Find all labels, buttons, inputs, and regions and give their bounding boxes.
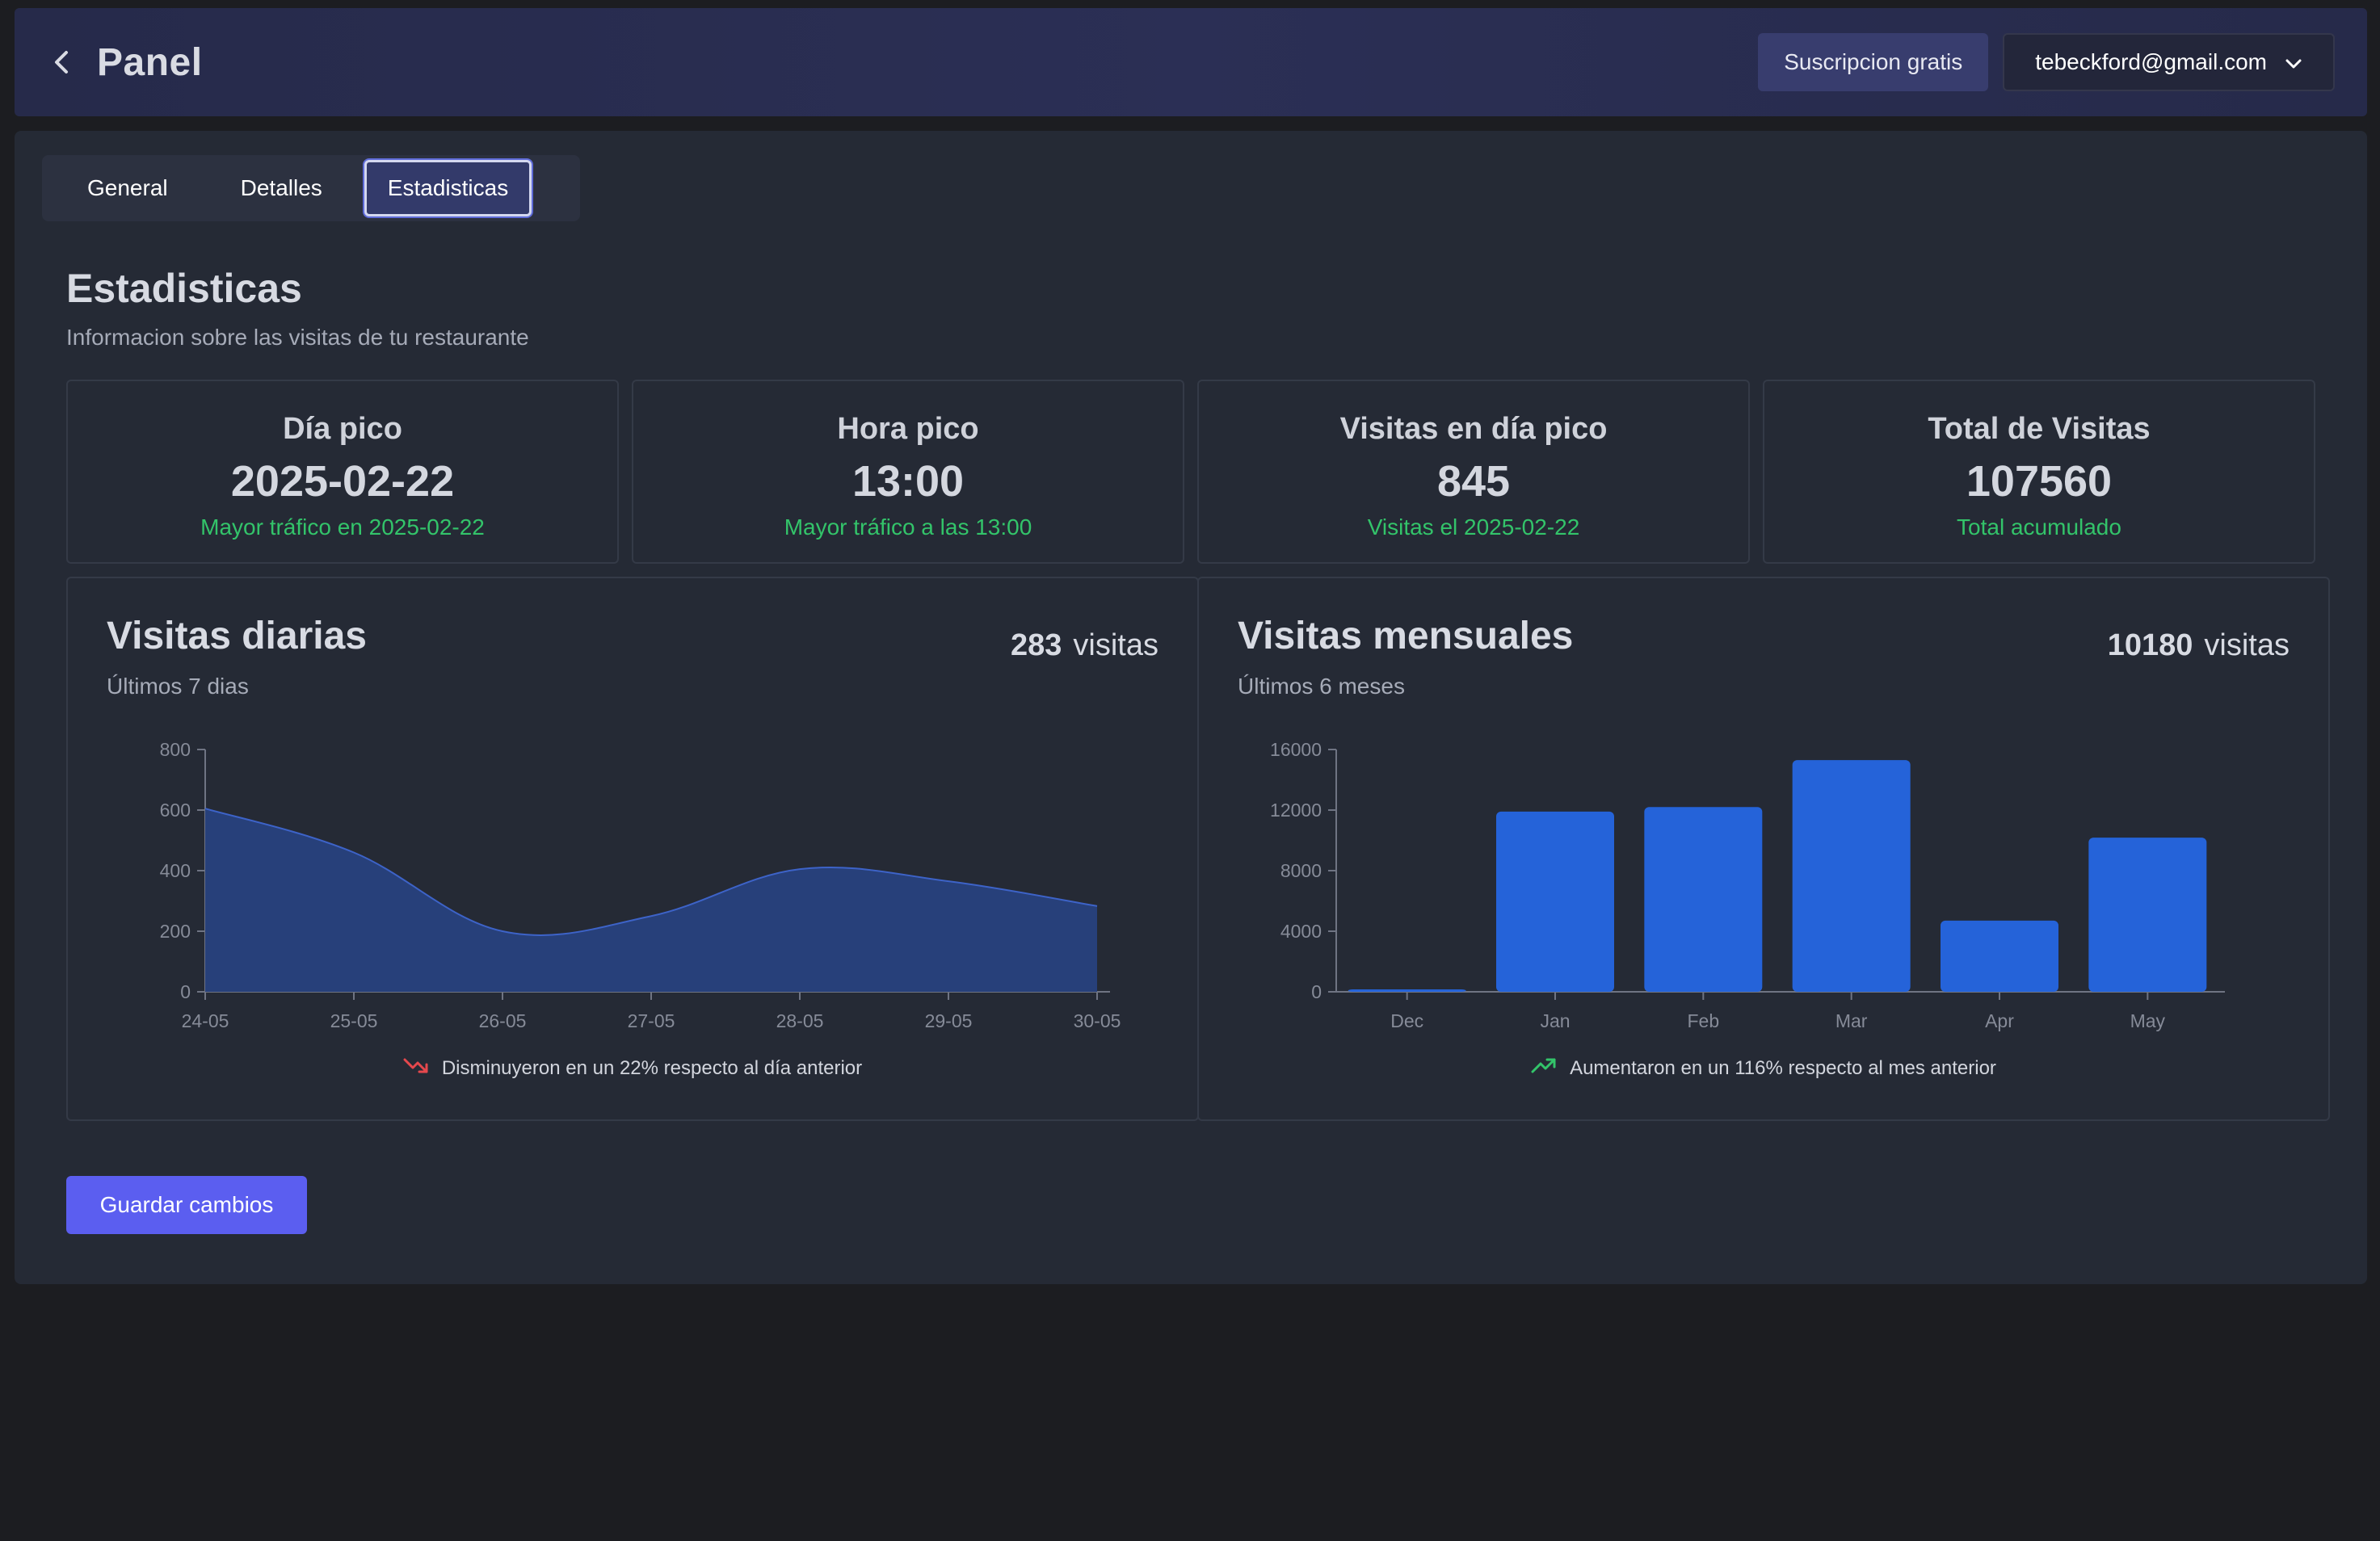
x-tick-label: 27-05	[628, 1010, 675, 1031]
stat-card-total-visits: Total de Visitas 107560 Total acumulado	[1763, 380, 2315, 564]
chart-total: 283 visitas	[1011, 628, 1158, 663]
subscription-button[interactable]: Suscripcion gratis	[1758, 33, 1989, 91]
main-card: General Detalles Estadisticas Estadistic…	[15, 131, 2367, 1284]
tab-estadisticas[interactable]: Estadisticas	[364, 160, 532, 216]
area-fill	[205, 808, 1097, 992]
bar	[1644, 807, 1763, 992]
y-tick-label: 600	[160, 800, 191, 821]
y-tick-label: 8000	[1280, 860, 1322, 881]
chart-subtitle: Últimos 6 meses	[1238, 674, 1405, 699]
bar	[2088, 838, 2207, 992]
y-tick-label: 400	[160, 860, 191, 881]
tab-detalles[interactable]: Detalles	[240, 175, 322, 200]
x-tick-label: 24-05	[182, 1010, 229, 1031]
user-menu-button[interactable]: tebeckford@gmail.com	[2003, 33, 2335, 91]
trend-text: Aumentaron en un 116% respecto al mes an…	[1570, 1056, 1996, 1079]
area-line	[204, 808, 1098, 936]
chart-title: Visitas diarias	[107, 615, 367, 657]
x-tick-label: Dec	[1390, 1010, 1423, 1031]
user-email: tebeckford@gmail.com	[2035, 49, 2267, 74]
section-title: Estadisticas	[66, 266, 302, 311]
chart-footer: Aumentaron en un 116% respecto al mes an…	[1199, 1056, 2328, 1080]
save-button[interactable]: Guardar cambios	[66, 1176, 307, 1234]
tab-bar: General Detalles Estadisticas	[42, 155, 580, 221]
stat-note: Mayor tráfico en 2025-02-22	[200, 514, 485, 540]
stat-note: Mayor tráfico a las 13:00	[784, 514, 1032, 540]
header-right: Suscripcion gratis tebeckford@gmail.com	[1758, 33, 2335, 91]
bar	[1496, 811, 1614, 992]
stat-label: Total de Visitas	[1928, 412, 2151, 446]
stat-value: 107560	[1966, 457, 2113, 506]
x-tick-label: Mar	[1835, 1010, 1868, 1031]
x-tick-label: 29-05	[925, 1010, 973, 1031]
bar	[1792, 760, 1911, 992]
stat-note: Visitas el 2025-02-22	[1367, 514, 1580, 540]
stat-card-peak-day: Día pico 2025-02-22 Mayor tráfico en 202…	[66, 380, 619, 564]
x-tick-label: 28-05	[776, 1010, 824, 1031]
chart-total-value: 283	[1011, 628, 1062, 662]
monthly-bar-chart: 0 4000 8000 12000 16000 Dec Jan Feb Mar Apr May	[1270, 739, 2225, 1031]
chevron-down-icon	[2285, 49, 2302, 75]
chart-footer: Disminuyeron en un 22% respecto al día a…	[68, 1056, 1197, 1080]
chart-total-value: 10180	[2107, 628, 2193, 662]
chart-total: 10180 visitas	[2108, 628, 2290, 663]
y-tick-label: 16000	[1270, 739, 1322, 760]
monthly-visits-card: Visitas mensuales Últimos 6 meses 10180 v…	[1197, 577, 2330, 1121]
stat-card-peak-hour: Hora pico 13:00 Mayor tráfico a las 13:0…	[632, 380, 1184, 564]
y-tick-label: 0	[1311, 981, 1322, 1002]
chart-total-unit: visitas	[2204, 628, 2290, 662]
page-title: Panel	[97, 40, 203, 84]
x-tick-label: May	[2130, 1010, 2166, 1031]
chart-title: Visitas mensuales	[1238, 615, 1574, 657]
x-tick-label: 26-05	[479, 1010, 527, 1031]
header-left: Panel	[48, 40, 203, 85]
x-tick-label: Apr	[1985, 1010, 2014, 1031]
stat-label: Visitas en día pico	[1339, 412, 1608, 446]
stat-value: 845	[1436, 457, 1511, 506]
x-tick-label: 25-05	[330, 1010, 378, 1031]
bar	[1348, 989, 1466, 992]
stat-label: Día pico	[283, 412, 402, 446]
section-subtitle: Informacion sobre las visitas de tu rest…	[66, 325, 529, 350]
tab-general[interactable]: General	[87, 175, 168, 200]
stat-note: Total acumulado	[1957, 514, 2121, 540]
x-tick-label: Feb	[1688, 1010, 1720, 1031]
daily-visits-card: Visitas diarias Últimos 7 dias 283 visita…	[66, 577, 1199, 1121]
y-tick-label: 200	[160, 921, 191, 942]
chart-total-unit: visitas	[1073, 628, 1158, 662]
trending-up-icon	[1531, 1056, 1557, 1080]
chevron-left-icon[interactable]	[48, 48, 76, 76]
y-tick-label: 4000	[1280, 921, 1322, 942]
bar	[1941, 920, 2058, 992]
trending-down-icon	[403, 1056, 429, 1080]
stat-value: 13:00	[852, 457, 965, 506]
stat-value: 2025-02-22	[230, 457, 455, 506]
daily-area-chart: 0 200 400 600 800 24-05 25-05 26-05 27-05 28-05 29…	[160, 739, 1121, 1031]
top-header: Panel Suscripcion gratis tebeckford@gmai…	[15, 8, 2367, 116]
y-tick-label: 0	[180, 981, 191, 1002]
x-tick-label: Jan	[1540, 1010, 1570, 1031]
y-tick-label: 800	[160, 739, 191, 760]
trend-text: Disminuyeron en un 22% respecto al día a…	[441, 1056, 863, 1079]
y-tick-label: 12000	[1270, 800, 1322, 821]
chart-subtitle: Últimos 7 dias	[107, 674, 249, 699]
stat-card-peak-visits: Visitas en día pico 845 Visitas el 2025-…	[1197, 380, 1750, 564]
stat-label: Hora pico	[837, 412, 979, 446]
x-tick-label: 30-05	[1074, 1010, 1121, 1031]
